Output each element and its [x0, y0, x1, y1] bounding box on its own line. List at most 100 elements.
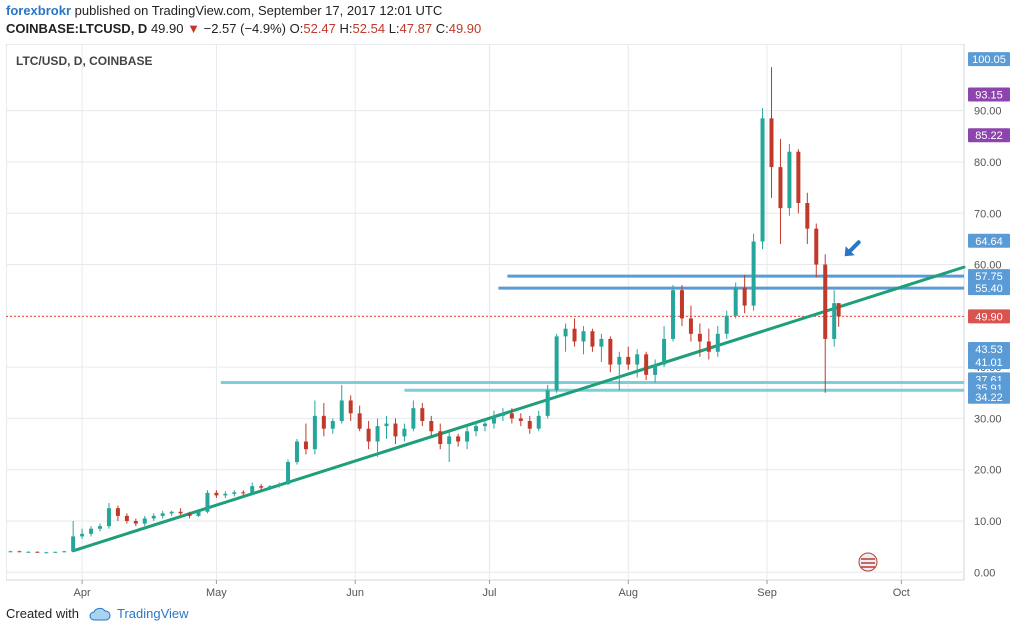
candle-body — [500, 413, 505, 416]
candle — [26, 551, 31, 553]
price-badge: 43.53 — [968, 342, 1010, 357]
candle — [429, 415, 434, 437]
candle — [733, 282, 738, 319]
candle-body — [89, 528, 94, 534]
y-tick-label: 60.00 — [974, 260, 1002, 272]
price-badge: 55.40 — [968, 281, 1010, 296]
candle — [348, 395, 353, 421]
price-badge-bg — [968, 354, 1010, 369]
candle — [518, 413, 523, 427]
candle-body — [456, 436, 461, 442]
candle — [151, 513, 156, 522]
candle — [536, 410, 541, 432]
candle — [814, 223, 819, 278]
price-badge-bg — [968, 128, 1010, 143]
candle — [796, 149, 801, 214]
candle — [339, 385, 344, 424]
candle — [491, 410, 496, 429]
candle — [402, 423, 407, 442]
candle-body — [357, 413, 362, 429]
candle-body — [823, 264, 828, 339]
candle — [71, 521, 76, 552]
candle — [465, 426, 470, 450]
candle — [715, 326, 720, 357]
candle-body — [527, 420, 532, 429]
candle — [411, 400, 416, 432]
candle — [697, 323, 702, 357]
y-tick-label: 20.00 — [974, 465, 1002, 477]
candle — [294, 438, 299, 465]
candle-body — [26, 551, 31, 553]
candle — [223, 491, 228, 498]
candle-body — [133, 521, 138, 524]
candle — [483, 418, 487, 432]
candle — [232, 490, 237, 497]
candle — [80, 528, 85, 539]
candle-body — [742, 287, 747, 306]
close-value: 49.90 — [448, 21, 482, 36]
candle-body — [115, 508, 120, 516]
candle-body — [339, 400, 344, 421]
candle-body — [169, 511, 174, 514]
annotation-arrow-icon — [844, 240, 861, 257]
candle-body — [706, 341, 711, 352]
price-badge-label: 64.64 — [975, 236, 1003, 248]
candle-body — [187, 513, 192, 516]
price-badge-bg — [968, 233, 1010, 248]
candle-body — [286, 462, 291, 485]
candle — [626, 346, 631, 370]
price-badge: 41.01 — [968, 354, 1010, 369]
candle-body — [465, 431, 470, 442]
author-link[interactable]: forexbrokr — [6, 3, 72, 18]
arrow-head — [844, 246, 855, 257]
price-chart[interactable]: 0.0010.0020.0030.0040.0050.0060.0070.008… — [5, 43, 1016, 600]
candle-body — [662, 338, 667, 365]
candle-body — [796, 151, 801, 204]
candle-body — [760, 118, 765, 242]
y-tick-label: 90.00 — [974, 106, 1002, 118]
candle-body — [151, 515, 156, 519]
candle — [679, 285, 684, 327]
candle-body — [366, 428, 371, 442]
candle-body — [384, 423, 389, 427]
candle-body — [294, 441, 299, 463]
publish-header: forexbrokr published on TradingView.com,… — [6, 3, 442, 18]
candle — [44, 551, 49, 554]
candle — [35, 551, 40, 553]
candle — [832, 290, 837, 347]
candle-body — [483, 423, 487, 427]
candle — [438, 423, 443, 450]
candle-body — [8, 551, 13, 553]
tradingview-brand-link[interactable]: TradingView — [116, 606, 189, 621]
candle-body — [17, 551, 22, 553]
candle-body — [160, 513, 165, 516]
change-value: −2.57 (−4.9%) — [203, 21, 286, 36]
candle — [509, 408, 514, 424]
candle-body — [420, 408, 425, 421]
candle-body — [178, 511, 183, 514]
candle-body — [142, 518, 147, 524]
candle — [671, 285, 676, 342]
x-tick-label: Apr — [74, 587, 91, 599]
candle — [187, 511, 192, 519]
high-label: H: — [339, 21, 353, 36]
price-badge: 100.05 — [968, 52, 1010, 67]
candle — [89, 526, 94, 537]
price-badge-bg — [968, 281, 1010, 296]
price-badge-label: 100.05 — [972, 54, 1006, 66]
chart-panel[interactable]: 0.0010.0020.0030.0040.0050.0060.0070.008… — [5, 43, 1016, 600]
y-tick-label: 10.00 — [974, 516, 1002, 528]
candle — [393, 418, 398, 445]
candle — [160, 510, 165, 519]
candle — [205, 490, 210, 514]
candle-body — [474, 426, 479, 432]
candle — [250, 482, 255, 496]
candle-body — [697, 333, 702, 342]
low-value: 47.87 — [399, 21, 433, 36]
high-value: 52.54 — [352, 21, 386, 36]
candle — [644, 351, 649, 380]
candle — [456, 433, 461, 447]
symbol-label: COINBASE:LTCUSD, D — [6, 21, 148, 36]
candle — [133, 518, 138, 527]
candle-body — [277, 484, 282, 487]
